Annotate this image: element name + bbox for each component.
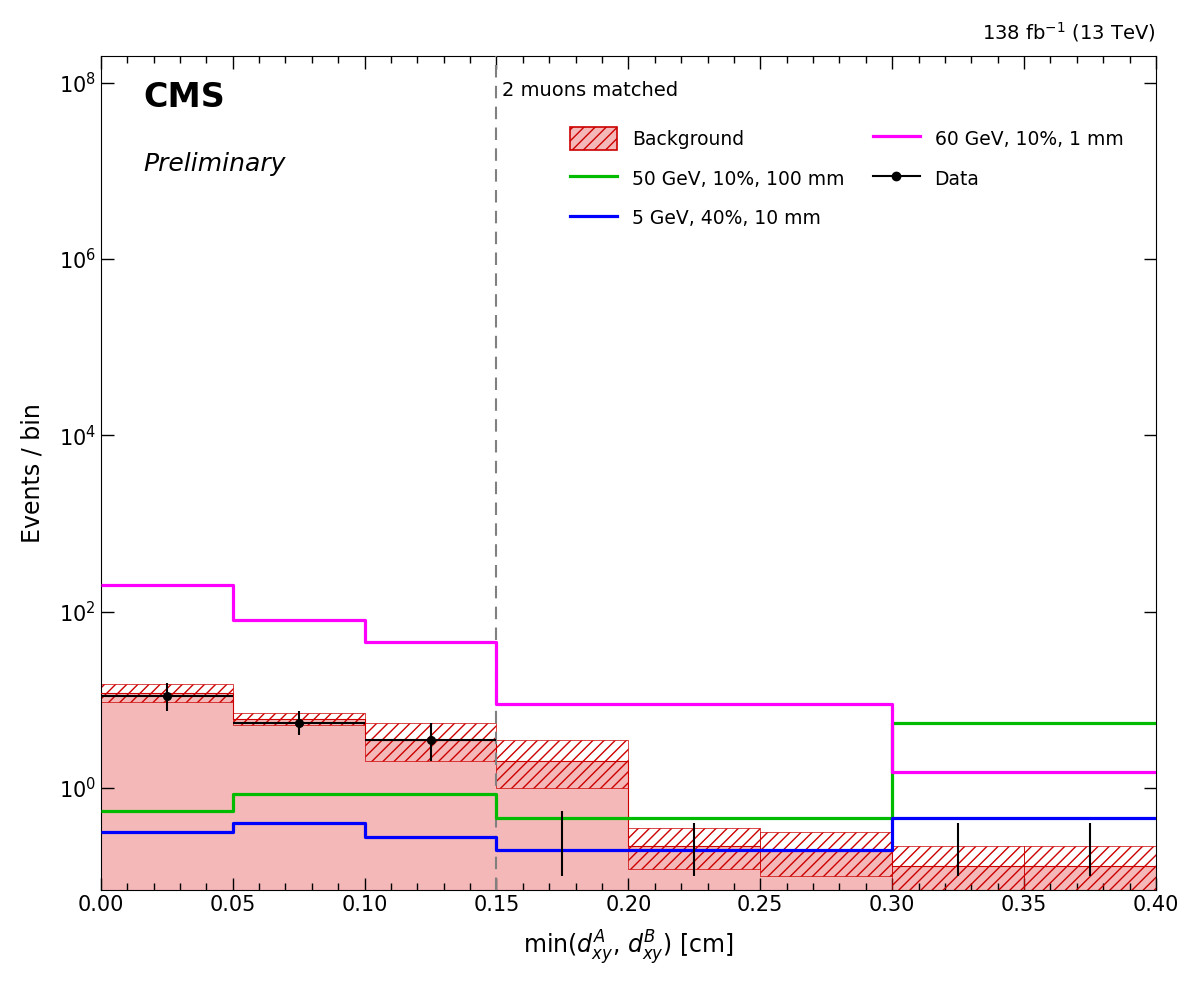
X-axis label: min($d_{xy}^{A}$, $d_{xy}^{B}$) [cm]: min($d_{xy}^{A}$, $d_{xy}^{B}$) [cm] bbox=[523, 929, 733, 967]
Text: CMS: CMS bbox=[143, 81, 224, 115]
Y-axis label: Events / bin: Events / bin bbox=[20, 403, 44, 542]
Text: 2 muons matched: 2 muons matched bbox=[502, 81, 678, 100]
Text: Preliminary: Preliminary bbox=[143, 152, 286, 176]
Legend: Background, 50 GeV, 10%, 100 mm, 5 GeV, 40%, 10 mm, 60 GeV, 10%, 1 mm, Data: Background, 50 GeV, 10%, 100 mm, 5 GeV, … bbox=[563, 120, 1130, 237]
Text: 138 fb$^{-1}$ (13 TeV): 138 fb$^{-1}$ (13 TeV) bbox=[983, 20, 1156, 43]
